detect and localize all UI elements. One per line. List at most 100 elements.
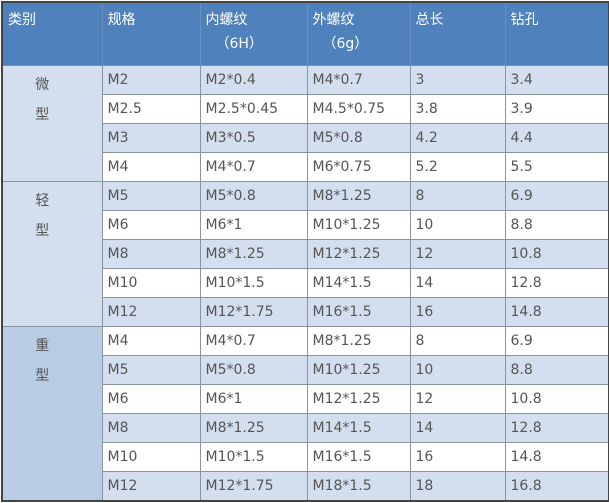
table-cell: M8*1.25 xyxy=(306,181,411,211)
category-cell: 轻型 xyxy=(1,181,103,327)
table-cell: M10 xyxy=(101,268,201,298)
table-cell: 5.2 xyxy=(409,152,506,182)
table-cell: 4.4 xyxy=(504,123,609,153)
table-cell: 4.2 xyxy=(409,123,506,153)
table-cell: M18*1.5 xyxy=(306,471,411,502)
header-drill-hole: 钻孔 xyxy=(504,1,609,66)
table-cell: M3*0.5 xyxy=(199,123,308,153)
header-total-length: 总长 xyxy=(409,1,506,66)
table-row: M8 M8*1.25 M14*1.5 14 12.8 xyxy=(2,413,609,443)
table-cell: M12*1.75 xyxy=(199,471,308,502)
table-row: M8 M8*1.25 M12*1.25 12 10.8 xyxy=(2,239,609,269)
table-cell: M5 xyxy=(101,181,201,211)
table-cell: M4*0.7 xyxy=(199,326,308,356)
header-category: 类别 xyxy=(1,1,103,66)
table-cell: 10.8 xyxy=(504,239,609,269)
header-spec: 规格 xyxy=(101,1,201,66)
table-cell: M2.5 xyxy=(101,94,201,124)
table-cell: M2 xyxy=(101,65,201,95)
table-cell: 12.8 xyxy=(504,413,609,443)
table-cell: M16*1.5 xyxy=(306,297,411,327)
table-cell: M2*0.4 xyxy=(199,65,308,95)
table-cell: M10*1.5 xyxy=(199,442,308,472)
table-cell: M6*0.75 xyxy=(306,152,411,182)
table-cell: 3.8 xyxy=(409,94,506,124)
table-row: M4 M4*0.7 M6*0.75 5.2 5.5 xyxy=(2,152,609,182)
table-cell: 14.8 xyxy=(504,297,609,327)
table-cell: M8*1.25 xyxy=(199,413,308,443)
table-cell: M5*0.8 xyxy=(199,181,308,211)
table-cell: 8.8 xyxy=(504,210,609,240)
table-row: M3 M3*0.5 M5*0.8 4.2 4.4 xyxy=(2,123,609,153)
table-row: M6 M6*1 M10*1.25 10 8.8 xyxy=(2,210,609,240)
table-row: M12 M12*1.75 M16*1.5 16 14.8 xyxy=(2,297,609,327)
table-row: 微型 M2 M2*0.4 M4*0.7 3 3.4 xyxy=(1,65,609,182)
category-cell: 微型 xyxy=(1,65,103,182)
table-cell: M12 xyxy=(101,471,201,502)
table-cell: 3.4 xyxy=(504,65,609,95)
table-cell: M6 xyxy=(101,384,201,414)
table-cell: 10.8 xyxy=(504,384,609,414)
table-cell: M12*1.25 xyxy=(306,384,411,414)
table-cell: M4*0.7 xyxy=(199,152,308,182)
header-row: 类别 规格 内螺纹 （6H） 外螺纹 （6g） 总长 钻孔 xyxy=(1,1,609,66)
table-cell: 16.8 xyxy=(504,471,609,502)
table-cell: M2.5*0.45 xyxy=(199,94,308,124)
category-cell: 重型 xyxy=(1,326,103,502)
table-cell: M6*1 xyxy=(199,210,308,240)
category-char: 型 xyxy=(35,368,50,384)
table-cell: 14 xyxy=(409,268,506,298)
table-cell: M5*0.8 xyxy=(199,355,308,385)
table-cell: M8 xyxy=(101,413,201,443)
table-cell: M5*0.8 xyxy=(306,123,411,153)
table-cell: 12 xyxy=(409,239,506,269)
table-cell: 5.5 xyxy=(504,152,609,182)
table-cell: M12*1.25 xyxy=(306,239,411,269)
category-char: 重 xyxy=(35,338,50,354)
table-cell: M4*0.7 xyxy=(306,65,411,95)
table-cell: 14 xyxy=(409,413,506,443)
table-row: 重型 M4 M4*0.7 M8*1.25 8 6.9 xyxy=(1,326,609,502)
table-cell: M6*1 xyxy=(199,384,308,414)
table-row: M5 M5*0.8 M10*1.25 10 8.8 xyxy=(2,355,609,385)
header-internal-thread: 内螺纹 （6H） xyxy=(199,1,308,66)
table-cell: M4 xyxy=(101,152,201,182)
table-cell: 8.8 xyxy=(504,355,609,385)
table-cell: M10*1.25 xyxy=(306,355,411,385)
table-row: 轻型 M5 M5*0.8 M8*1.25 8 6.9 xyxy=(1,181,609,327)
table-cell: M10*1.5 xyxy=(199,268,308,298)
table-cell: M3 xyxy=(101,123,201,153)
table-cell: M14*1.5 xyxy=(306,268,411,298)
table-cell: M14*1.5 xyxy=(306,413,411,443)
table-cell: 14.8 xyxy=(504,442,609,472)
table-cell: M4.5*0.75 xyxy=(306,94,411,124)
table-cell: 12 xyxy=(409,384,506,414)
table-cell: M12*1.75 xyxy=(199,297,308,327)
table-cell: 12.8 xyxy=(504,268,609,298)
table-cell: M10 xyxy=(101,442,201,472)
table-cell: M4 xyxy=(101,326,201,356)
table-cell: 8 xyxy=(409,181,506,211)
table-cell: M8 xyxy=(101,239,201,269)
table-cell: 10 xyxy=(409,355,506,385)
table-cell: M5 xyxy=(101,355,201,385)
table-cell: 3.9 xyxy=(504,94,609,124)
table-cell: 6.9 xyxy=(504,181,609,211)
table-cell: 3 xyxy=(409,65,506,95)
table-cell: 8 xyxy=(409,326,506,356)
table-cell: M8*1.25 xyxy=(199,239,308,269)
table-cell: 18 xyxy=(409,471,506,502)
category-char: 型 xyxy=(35,223,50,239)
category-char: 型 xyxy=(35,107,50,123)
category-char: 微 xyxy=(35,77,50,93)
table-row: M10 M10*1.5 M16*1.5 16 14.8 xyxy=(2,442,609,472)
table-cell: 6.9 xyxy=(504,326,609,356)
table-cell: 16 xyxy=(409,297,506,327)
header-external-thread: 外螺纹 （6g） xyxy=(306,1,411,66)
table-cell: M12 xyxy=(101,297,201,327)
table-cell: 10 xyxy=(409,210,506,240)
category-char: 轻 xyxy=(35,193,50,209)
table-cell: 16 xyxy=(409,442,506,472)
table-cell: M10*1.25 xyxy=(306,210,411,240)
